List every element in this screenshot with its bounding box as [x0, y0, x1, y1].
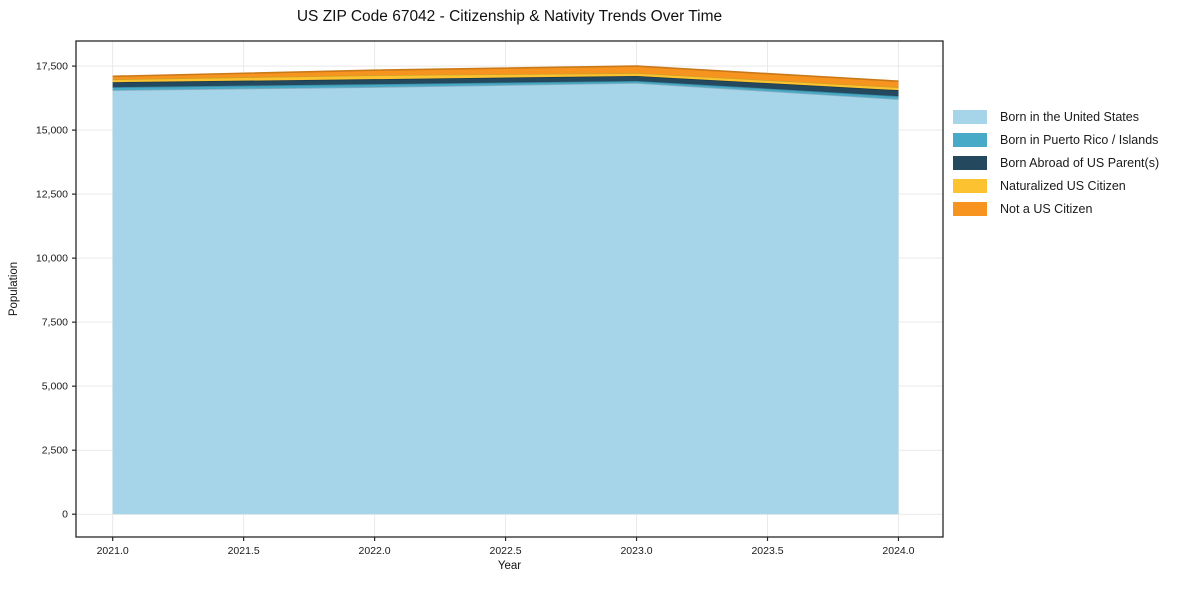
y-tick-label: 7,500: [42, 317, 68, 329]
legend-item: Born in the United States: [953, 110, 1159, 124]
legend-label: Not a US Citizen: [1000, 202, 1093, 216]
y-tick-label: 17,500: [36, 61, 68, 73]
area-band: [112, 66, 899, 88]
legend-swatch: [953, 202, 987, 216]
x-tick-label: 2022.0: [359, 545, 391, 557]
legend-swatch: [953, 179, 987, 193]
area-band: [112, 82, 899, 515]
y-tick-label: 15,000: [36, 125, 68, 137]
legend-label: Born in Puerto Rico / Islands: [1000, 133, 1159, 147]
y-tick-label: 12,500: [36, 189, 68, 201]
legend-swatch: [953, 110, 987, 124]
legend-label: Born in the United States: [1000, 110, 1139, 124]
x-tick-label: 2021.0: [97, 545, 129, 557]
x-tick-label: 2021.5: [228, 545, 260, 557]
area-band: [112, 75, 899, 97]
legend-label: Naturalized US Citizen: [1000, 179, 1126, 193]
legend-label: Born Abroad of US Parent(s): [1000, 156, 1160, 170]
x-tick-label: 2022.5: [490, 545, 522, 557]
legend: Born in the United States Born in Puerto …: [953, 110, 1159, 225]
plot-frame: [75, 40, 944, 538]
x-axis-label: Year: [497, 560, 522, 572]
y-tick-label: 5,000: [42, 381, 68, 393]
y-tick-label: 10,000: [36, 253, 68, 265]
chart-title: US ZIP Code 67042 - Citizenship & Nativi…: [296, 8, 723, 25]
legend-item: Not a US Citizen: [953, 202, 1159, 216]
area-band-edge: [112, 75, 899, 91]
legend-item: Naturalized US Citizen: [953, 179, 1159, 193]
y-axis-label: Population: [8, 261, 20, 317]
x-tick-label: 2023.0: [620, 545, 652, 557]
legend-item: Born in Puerto Rico / Islands: [953, 133, 1159, 147]
x-tick-label: 2024.0: [882, 545, 914, 557]
x-tick-label: 2023.5: [751, 545, 783, 557]
legend-item: Born Abroad of US Parent(s): [953, 156, 1159, 170]
y-tick-label: 0: [62, 509, 68, 521]
legend-swatch: [953, 133, 987, 147]
area-band-edge: [112, 65, 899, 83]
legend-swatch: [953, 156, 987, 170]
y-tick-label: 2,500: [42, 445, 68, 457]
